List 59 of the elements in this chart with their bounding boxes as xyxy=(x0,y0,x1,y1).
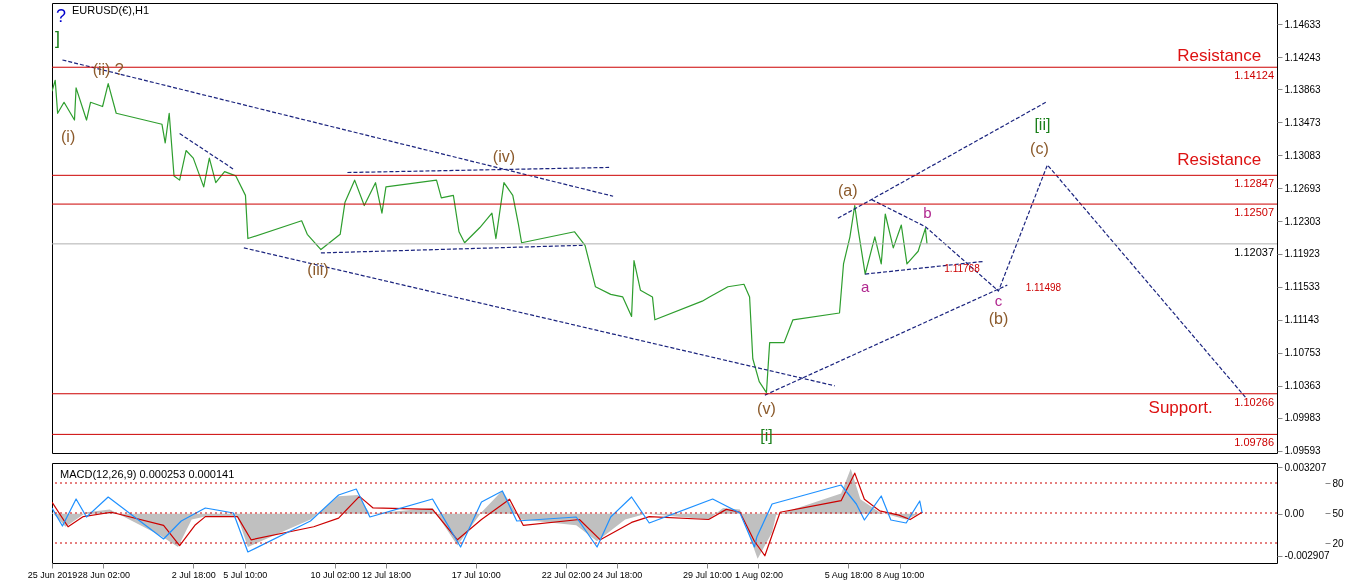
y-tick-label: 1.10363 xyxy=(1284,380,1322,392)
ref-line-label: 1.12507 xyxy=(1234,206,1274,219)
y-tick-label: 1.13473 xyxy=(1284,116,1322,128)
y-tick-label: 1.12693 xyxy=(1284,182,1322,194)
y-tick-label: 1.09593 xyxy=(1284,445,1322,457)
annotation: (i) xyxy=(61,128,76,145)
y-tick-label: 1.11923 xyxy=(1284,248,1321,260)
x-tick-label: 12 Jul 18:00 xyxy=(361,569,411,580)
y-tick-label: 1.11143 xyxy=(1284,314,1320,326)
annotation: a xyxy=(861,278,871,296)
y-tick-label: 1.13083 xyxy=(1284,149,1322,161)
y-tick-label: 1.14243 xyxy=(1284,51,1322,63)
y-tick-label: 1.13863 xyxy=(1284,83,1322,95)
annotation: b xyxy=(923,204,932,222)
ref-line-label: 1.12847 xyxy=(1234,177,1274,190)
ref-line-label: 1.09786 xyxy=(1234,436,1274,449)
annotation: 1.11498 xyxy=(1025,282,1062,294)
annotation: c xyxy=(994,292,1003,310)
y2-tick-label: 20 xyxy=(1332,537,1345,549)
y2-tick-label: 80 xyxy=(1332,477,1345,489)
annotation: (iv) xyxy=(492,147,516,165)
y-tick-label: 0.003207 xyxy=(1284,461,1327,473)
ref-line-label: 1.12037 xyxy=(1234,245,1274,258)
x-tick-label: 5 Jul 10:00 xyxy=(223,569,268,580)
annotation: Support. xyxy=(1148,397,1213,417)
y-tick-label: 0.00 xyxy=(1284,508,1305,520)
x-tick-label: 28 Jun 02:00 xyxy=(77,569,130,580)
annotation: ? xyxy=(56,6,67,26)
chart-title: MACD(12,26,9) 0.000253 0.000141 xyxy=(60,468,235,480)
x-tick-label: 8 Aug 10:00 xyxy=(876,569,925,580)
annotation: ] xyxy=(55,28,61,48)
annotation: (v) xyxy=(757,399,776,417)
x-tick-label: 5 Aug 18:00 xyxy=(824,569,873,580)
x-tick-label: 2 Jul 18:00 xyxy=(171,569,216,580)
y-tick-label: 1.14633 xyxy=(1284,18,1322,30)
x-tick-label: 29 Jul 10:00 xyxy=(683,569,733,580)
x-tick-label: 24 Jul 18:00 xyxy=(593,569,643,580)
y-tick-label: 1.10753 xyxy=(1284,347,1322,359)
annotation: (iii) xyxy=(307,260,329,278)
y-tick-label: -0.002907 xyxy=(1284,550,1330,562)
y-tick-label: 1.12303 xyxy=(1284,215,1322,227)
ref-line-label: 1.14124 xyxy=(1234,69,1274,82)
y2-tick-label: 50 xyxy=(1332,507,1345,519)
x-tick-label: 22 Jul 02:00 xyxy=(541,569,591,580)
y-tick-label: 1.09983 xyxy=(1284,412,1322,424)
annotation: (c) xyxy=(1030,139,1049,157)
annotation: 1.11768 xyxy=(944,263,981,275)
x-tick-label: 25 Jun 2019 xyxy=(27,569,78,580)
annotation: (b) xyxy=(988,310,1009,328)
x-tick-label: 1 Aug 02:00 xyxy=(734,569,783,580)
annotation: (a) xyxy=(837,181,858,199)
annotation: Resistance xyxy=(1177,150,1262,170)
x-tick-label: 10 Jul 02:00 xyxy=(310,569,360,580)
chart-title: EURUSD(€),H1 xyxy=(72,4,150,16)
ref-line-label: 1.10266 xyxy=(1234,395,1274,408)
x-tick-label: 17 Jul 10:00 xyxy=(451,569,501,580)
y-tick-label: 1.11533 xyxy=(1284,281,1321,293)
annotation: Resistance xyxy=(1177,46,1262,66)
annotation: [ii] xyxy=(1034,115,1051,133)
